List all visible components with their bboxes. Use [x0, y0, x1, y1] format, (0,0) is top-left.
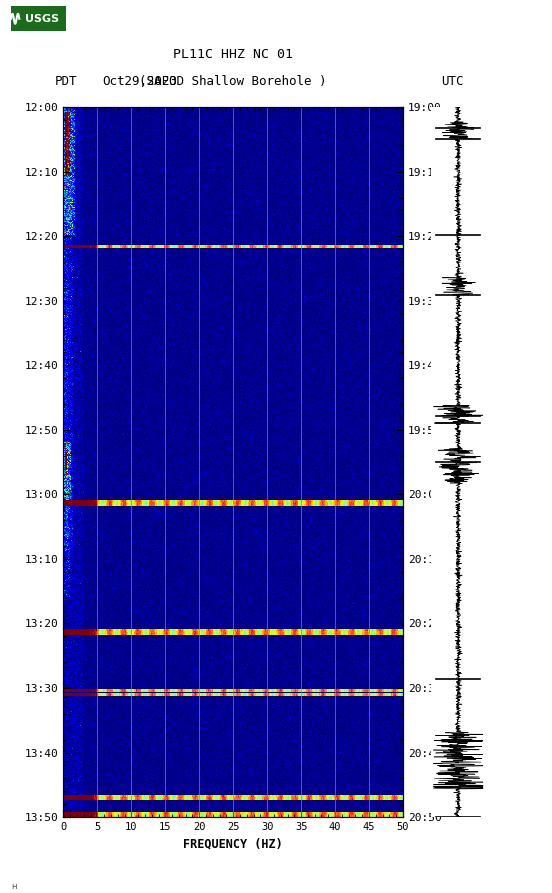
X-axis label: FREQUENCY (HZ): FREQUENCY (HZ) — [183, 838, 283, 850]
Text: USGS: USGS — [25, 13, 59, 24]
Text: Oct29,2023: Oct29,2023 — [102, 74, 177, 88]
Text: UTC: UTC — [442, 74, 464, 88]
Text: PL11C HHZ NC 01: PL11C HHZ NC 01 — [173, 47, 293, 61]
Text: (SAFOD Shallow Borehole ): (SAFOD Shallow Borehole ) — [140, 74, 327, 88]
Text: ʜ: ʜ — [11, 881, 17, 890]
Text: PDT: PDT — [55, 74, 78, 88]
